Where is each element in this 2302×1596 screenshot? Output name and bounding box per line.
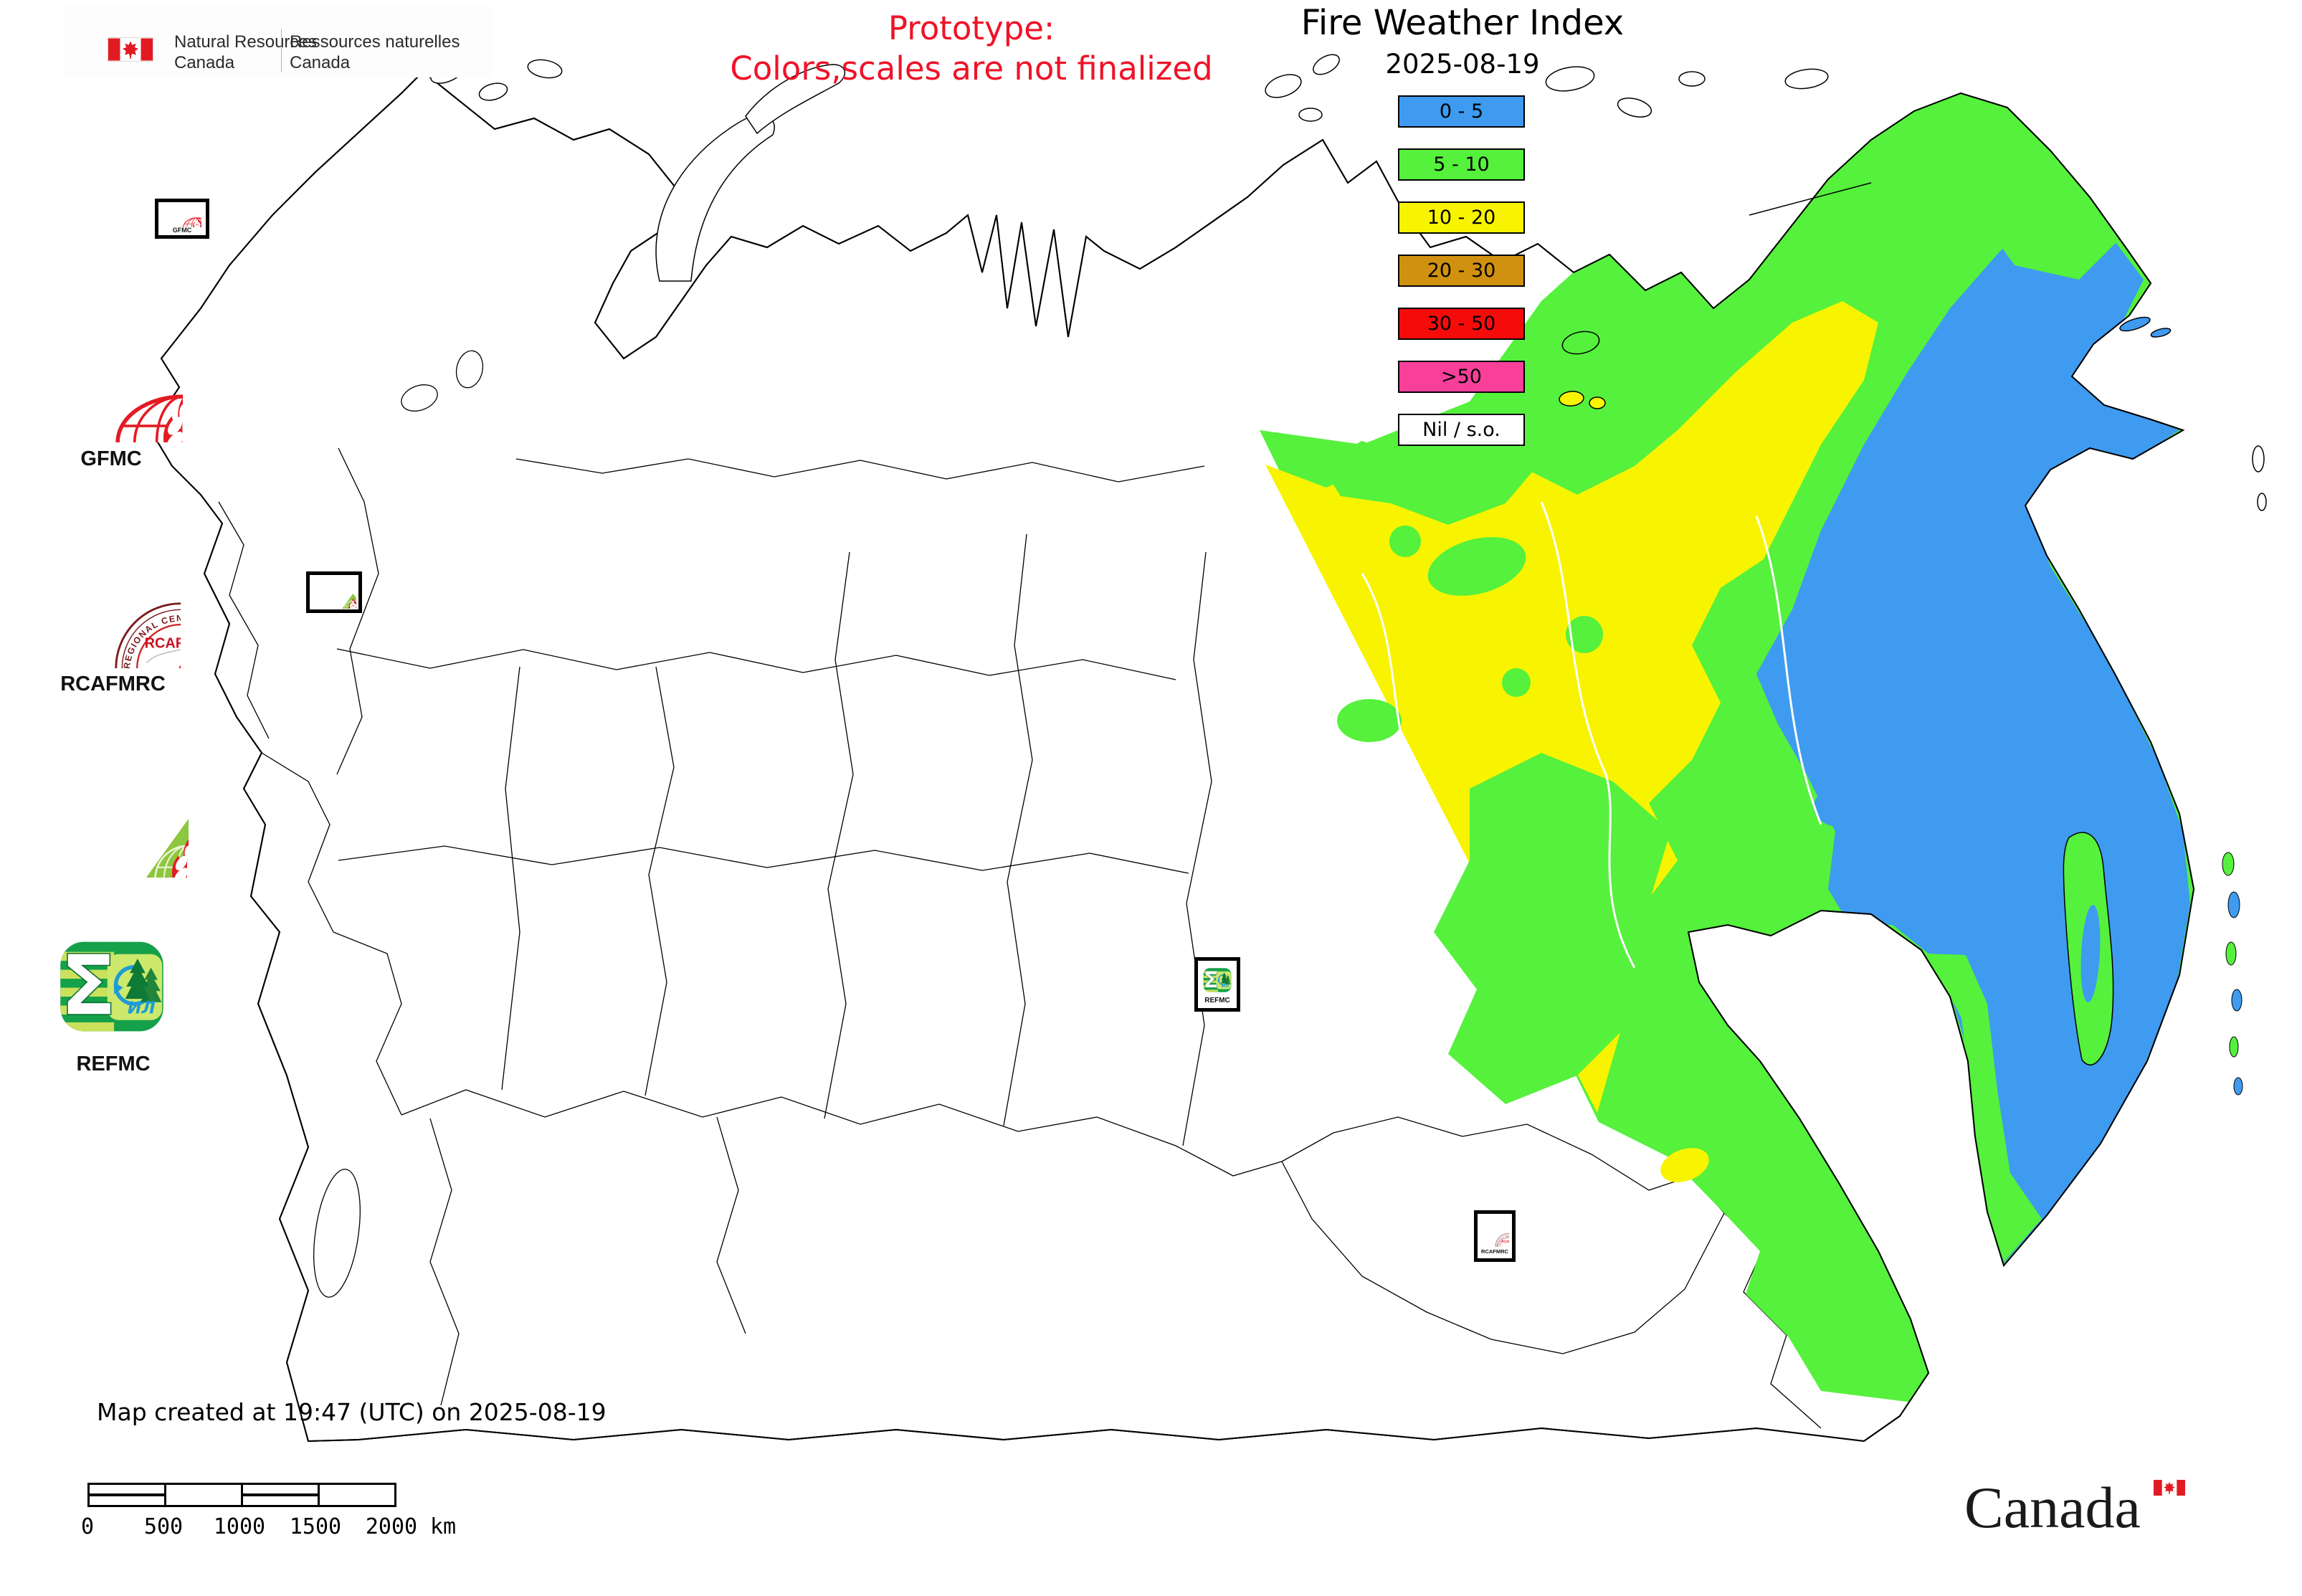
river-traces [1361, 501, 1822, 969]
legend-label: 10 - 20 [1427, 206, 1496, 229]
rcafmrc-logo-large [44, 532, 181, 668]
fwi-green-south-central [1434, 753, 1678, 1104]
legend-item-0-5: 0 - 5 [1398, 95, 1525, 128]
wordmark-flag-icon [2154, 1480, 2185, 1496]
prototype-notice: Prototype: Colors,scales are not finaliz… [649, 9, 1294, 89]
map-marker-rcafmrc: RCAFMRC [1474, 1210, 1516, 1262]
prototype-notice-line1: Prototype: [888, 9, 1055, 47]
map-title-block: Fire Weather Index 2025-08-19 [1283, 3, 1642, 80]
map-created-text: Map created at 19:47 (UTC) on 2025-08-19 [97, 1398, 607, 1426]
nrcan-title-en: Natural Resources Canada [174, 32, 317, 73]
nrcan-flag-icon [108, 37, 153, 62]
reefmc-logo-mini [312, 576, 356, 609]
legend-item-5-10: 5 - 10 [1398, 148, 1525, 181]
kuril-islands [2222, 852, 2243, 1096]
fwi-legend: 0 - 5 5 - 10 10 - 20 20 - 30 30 - 50 >50… [1398, 95, 1525, 467]
marker-refmc-label: REFMC [1204, 996, 1230, 1004]
nrcan-en-line1: Natural Resources [174, 32, 317, 52]
gfmc-logo-large [39, 331, 183, 442]
refmc-label: REFMC [76, 1053, 151, 1075]
scale-tick-2000: 2000 [365, 1514, 418, 1539]
canada-wordmark: Canada [1964, 1475, 2141, 1540]
legend-label: >50 [1441, 366, 1482, 388]
legend-item-gt50: >50 [1398, 361, 1525, 393]
refmc-logo-mini [1202, 965, 1232, 995]
prototype-notice-line2: Colors,scales are not finalized [730, 49, 1213, 87]
legend-label: 0 - 5 [1439, 100, 1484, 123]
scale-segment [166, 1485, 243, 1505]
lakes [313, 350, 484, 1298]
page-title: Fire Weather Index [1300, 3, 1625, 43]
map-marker-refmc: REFMC [1194, 957, 1240, 1012]
rcafmrc-label: RCAFMRC [60, 673, 166, 695]
legend-label: Nil / s.o. [1422, 419, 1500, 441]
gfmc-logo-mini [163, 204, 201, 227]
scale-unit: km [430, 1514, 457, 1539]
nrcan-title-fr: Ressources naturelles Canada [290, 32, 460, 73]
gfmc-label: GFMC [80, 447, 142, 470]
refmc-logo-large [56, 931, 168, 1042]
nrcan-en-line2: Canada [174, 53, 235, 72]
map-marker-gfmc: GFMC [155, 199, 209, 239]
scale-segment [90, 1485, 166, 1505]
legend-item-30-50: 30 - 50 [1398, 308, 1525, 340]
coastline [149, 70, 2195, 1443]
map-marker-reefmc [306, 571, 362, 613]
legend-item-20-30: 20 - 30 [1398, 255, 1525, 287]
legend-item-10-20: 10 - 20 [1398, 201, 1525, 234]
scale-tick-0: 0 [80, 1514, 95, 1539]
scale-segment [243, 1485, 320, 1505]
rcafmrc-logo-mini [1480, 1218, 1509, 1247]
legend-label: 30 - 50 [1427, 313, 1496, 335]
map-date: 2025-08-19 [1385, 49, 1540, 80]
scale-bar [87, 1483, 396, 1507]
header-divider [281, 29, 282, 72]
nrcan-fr-line2: Canada [290, 53, 351, 72]
colored-islands [1559, 316, 2243, 1096]
scale-tick-1000: 1000 [213, 1514, 266, 1539]
legend-label: 20 - 30 [1427, 260, 1496, 282]
legend-label: 5 - 10 [1433, 153, 1490, 176]
nrcan-fr-line1: Ressources naturelles [290, 32, 460, 52]
scale-tick-1500: 1500 [289, 1514, 342, 1539]
marker-rcafmrc-label: RCAFMRC [1481, 1248, 1508, 1255]
reefmc-logo-large [42, 750, 189, 878]
legend-item-nil: Nil / s.o. [1398, 414, 1525, 446]
scale-tick-500: 500 [143, 1514, 184, 1539]
marker-gfmc-label: GFMC [172, 226, 192, 234]
scale-segment [320, 1485, 394, 1505]
